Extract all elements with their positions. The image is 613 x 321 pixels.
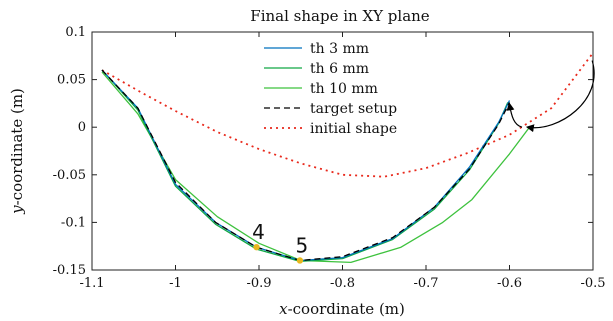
arrow-to-final: [525, 60, 595, 133]
legend-label: th 6 mm: [310, 61, 369, 77]
y-tick-label: -0.05: [53, 168, 86, 183]
plot-lines: [101, 52, 594, 264]
arrow-to-tip: [506, 102, 523, 128]
series-line-th-3-mm: [101, 69, 511, 262]
y-tick-label: -0.15: [53, 263, 86, 278]
series-line-initial-shape: [101, 52, 594, 178]
x-tick-label: -0.8: [330, 276, 355, 291]
point-marker: [296, 257, 304, 264]
annotations: 45: [252, 60, 595, 264]
legend-label: th 10 mm: [310, 81, 378, 97]
x-tick-label: -0.7: [413, 276, 438, 291]
y-tick-label: 0: [78, 120, 86, 135]
x-tick-label: -1: [169, 276, 182, 291]
legend-label: initial shape: [310, 121, 397, 137]
legend-label: target setup: [310, 101, 397, 117]
legend-label: th 3 mm: [310, 41, 369, 57]
x-tick-label: -0.5: [580, 276, 605, 291]
y-tick-label: 0.05: [57, 73, 86, 88]
y-tick-label: 0.1: [65, 25, 86, 40]
point-label: 5: [296, 233, 309, 257]
series-line-target-setup: [101, 69, 511, 262]
x-axis-label: x-coordinate (m): [279, 300, 405, 318]
point-marker: [253, 243, 260, 251]
x-tick-label: -1.1: [79, 276, 104, 291]
legend: th 3 mm th 6 mm th 10 mm target setup initia…: [264, 41, 397, 137]
chart-title: Final shape in XY plane: [250, 7, 430, 25]
x-tick-label: -0.9: [246, 276, 271, 291]
point-label: 4: [252, 220, 265, 244]
x-tick-label: -0.6: [497, 276, 522, 291]
y-tick-label: -0.1: [61, 215, 86, 230]
ticks: -1.1 -1 -0.9 -0.8 -0.7 -0.6 -0.5 -0.15 -0.1 -0.05…: [53, 25, 606, 291]
y-axis-label: y-coordinate (m): [8, 88, 26, 215]
